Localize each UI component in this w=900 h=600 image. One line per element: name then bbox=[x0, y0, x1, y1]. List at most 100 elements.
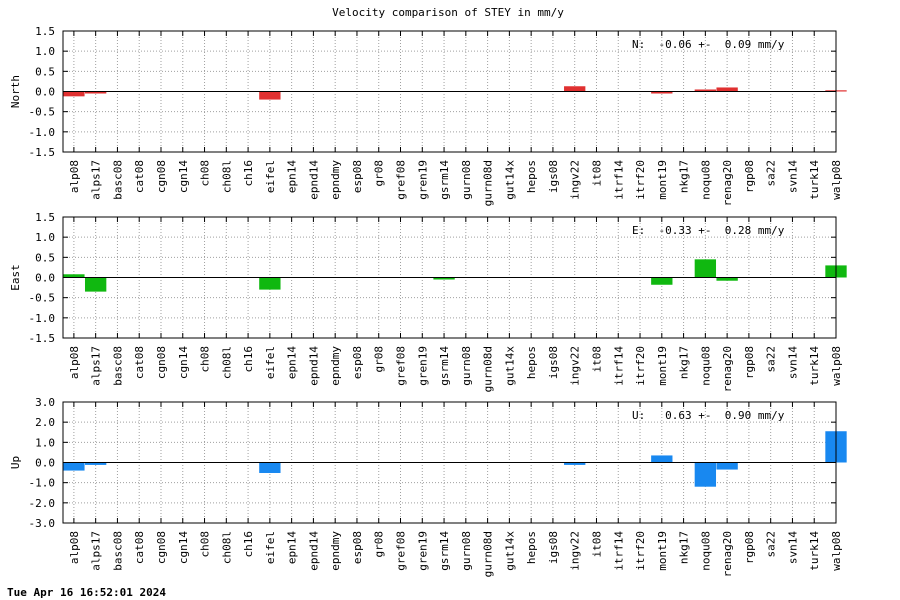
x-tick-label: gurn08 bbox=[460, 531, 473, 571]
y-axis-label: North bbox=[9, 75, 22, 108]
x-tick-label: cat08 bbox=[133, 160, 146, 193]
x-tick-label: ch08 bbox=[199, 346, 212, 373]
y-tick-label: 0.0 bbox=[35, 457, 55, 470]
y-tick-label: -1.0 bbox=[29, 312, 56, 325]
x-tick-label: alp08 bbox=[68, 531, 81, 564]
x-tick-label: nkg17 bbox=[678, 346, 691, 379]
x-tick-label: epndmy bbox=[329, 531, 342, 571]
x-tick-label: ch16 bbox=[242, 160, 255, 187]
x-tick-label: gsrm14 bbox=[438, 531, 451, 571]
x-tick-label: ch08 bbox=[199, 531, 212, 558]
x-tick-label: alp08 bbox=[68, 346, 81, 379]
y-tick-label: 1.0 bbox=[35, 45, 55, 58]
plot-frame bbox=[62, 30, 837, 153]
x-tick-label: cgn14 bbox=[177, 346, 190, 379]
bar-eifel bbox=[259, 277, 281, 290]
x-tick-label: itrf14 bbox=[612, 160, 625, 200]
x-tick-label: it08 bbox=[590, 160, 603, 187]
x-tick-label: cat08 bbox=[133, 346, 146, 379]
x-tick-label: ch08l bbox=[220, 531, 233, 564]
x-tick-label: nkg17 bbox=[678, 531, 691, 564]
bar-ingv22 bbox=[564, 462, 586, 465]
y-tick-label: -0.5 bbox=[29, 106, 56, 119]
x-tick-label: epndmy bbox=[329, 160, 342, 200]
x-tick-label: itrf20 bbox=[634, 346, 647, 386]
x-tick-label: gref08 bbox=[395, 160, 408, 200]
bar-eifel bbox=[259, 462, 281, 473]
x-tick-label: turk14 bbox=[808, 160, 821, 200]
x-tick-label: eifel bbox=[264, 160, 277, 193]
y-tick-label: -1.0 bbox=[29, 126, 56, 139]
x-tick-label: nkg17 bbox=[678, 160, 691, 193]
x-tick-label: gurn08 bbox=[460, 346, 473, 386]
x-tick-label: esp08 bbox=[351, 346, 364, 379]
x-tick-label: hepos bbox=[525, 346, 538, 379]
plot-frame bbox=[62, 216, 837, 339]
x-tick-label: renag20 bbox=[721, 160, 734, 206]
x-tick-label: gr08 bbox=[373, 160, 386, 187]
y-tick-label: 0.0 bbox=[35, 86, 55, 99]
y-tick-label: 1.5 bbox=[35, 25, 55, 38]
x-tick-label: renag20 bbox=[721, 531, 734, 577]
x-tick-label: noqu08 bbox=[699, 346, 712, 386]
x-tick-label: esp08 bbox=[351, 531, 364, 564]
x-tick-label: igs08 bbox=[547, 531, 560, 564]
bar-renag20 bbox=[716, 462, 738, 470]
bar-mont19 bbox=[651, 91, 673, 94]
x-tick-label: mont19 bbox=[656, 160, 669, 200]
x-tick-label: sa22 bbox=[765, 531, 778, 558]
y-tick-label: 2.0 bbox=[35, 416, 55, 429]
x-tick-label: itrf20 bbox=[634, 531, 647, 571]
y-tick-label: 0.5 bbox=[35, 65, 55, 78]
x-tick-label: cat08 bbox=[133, 531, 146, 564]
x-tick-label: basc08 bbox=[111, 531, 124, 571]
y-axis-label: East bbox=[9, 264, 22, 291]
x-tick-label: gref08 bbox=[395, 346, 408, 386]
y-tick-label: -1.0 bbox=[29, 477, 56, 490]
bar-alps17 bbox=[84, 462, 107, 465]
x-tick-label: gren19 bbox=[416, 531, 429, 571]
x-tick-label: cgn14 bbox=[177, 531, 190, 564]
x-tick-label: itrf20 bbox=[634, 160, 647, 200]
y-tick-label: 1.0 bbox=[35, 436, 55, 449]
x-tick-label: alp08 bbox=[68, 160, 81, 193]
x-tick-label: turk14 bbox=[808, 346, 821, 386]
x-tick-label: walp08 bbox=[830, 346, 843, 386]
x-tick-label: it08 bbox=[590, 346, 603, 373]
x-tick-label: ch16 bbox=[242, 346, 255, 373]
x-tick-label: noqu08 bbox=[699, 160, 712, 200]
y-tick-label: 1.5 bbox=[35, 211, 55, 224]
x-tick-label: ingv22 bbox=[569, 531, 582, 571]
x-tick-label: basc08 bbox=[111, 346, 124, 386]
y-tick-label: 0.0 bbox=[35, 272, 55, 285]
chart-title: Velocity comparison of STEY in mm/y bbox=[332, 6, 564, 19]
x-tick-label: ch08 bbox=[199, 160, 212, 187]
x-tick-label: gr08 bbox=[373, 346, 386, 373]
x-tick-label: epnd14 bbox=[307, 160, 320, 200]
y-tick-label: -1.5 bbox=[29, 332, 56, 345]
panel-north: -1.5 -1.0 -0.5 0.0 0.5 1.0 1.5 alp08 alps17 basc0… bbox=[9, 25, 847, 206]
x-tick-label: gsrm14 bbox=[438, 346, 451, 386]
x-tick-label: rgp08 bbox=[743, 531, 756, 564]
x-tick-label: gurn08 bbox=[460, 160, 473, 200]
x-tick-label: gr08 bbox=[373, 531, 386, 558]
x-tick-label: gurn08d bbox=[482, 346, 495, 392]
y-tick-label: 3.0 bbox=[35, 396, 55, 409]
x-tick-label: igs08 bbox=[547, 160, 560, 193]
x-tick-label: epn14 bbox=[286, 346, 299, 379]
x-tick-label: cgn08 bbox=[155, 160, 168, 193]
x-tick-label: gren19 bbox=[416, 160, 429, 200]
bar-noqu08 bbox=[694, 259, 717, 278]
x-tick-label: gurn08d bbox=[482, 160, 495, 206]
x-tick-label: ingv22 bbox=[569, 160, 582, 200]
x-tick-label: ch16 bbox=[242, 531, 255, 558]
x-tick-label: gren19 bbox=[416, 346, 429, 386]
x-tick-label: rgp08 bbox=[743, 160, 756, 193]
bar-mont19 bbox=[651, 455, 673, 463]
x-tick-label: gref08 bbox=[395, 531, 408, 571]
bar-ingv22 bbox=[564, 86, 586, 92]
x-tick-label: mont19 bbox=[656, 346, 669, 386]
x-tick-label: ingv22 bbox=[569, 346, 582, 386]
bar-gsrm14 bbox=[433, 277, 455, 280]
